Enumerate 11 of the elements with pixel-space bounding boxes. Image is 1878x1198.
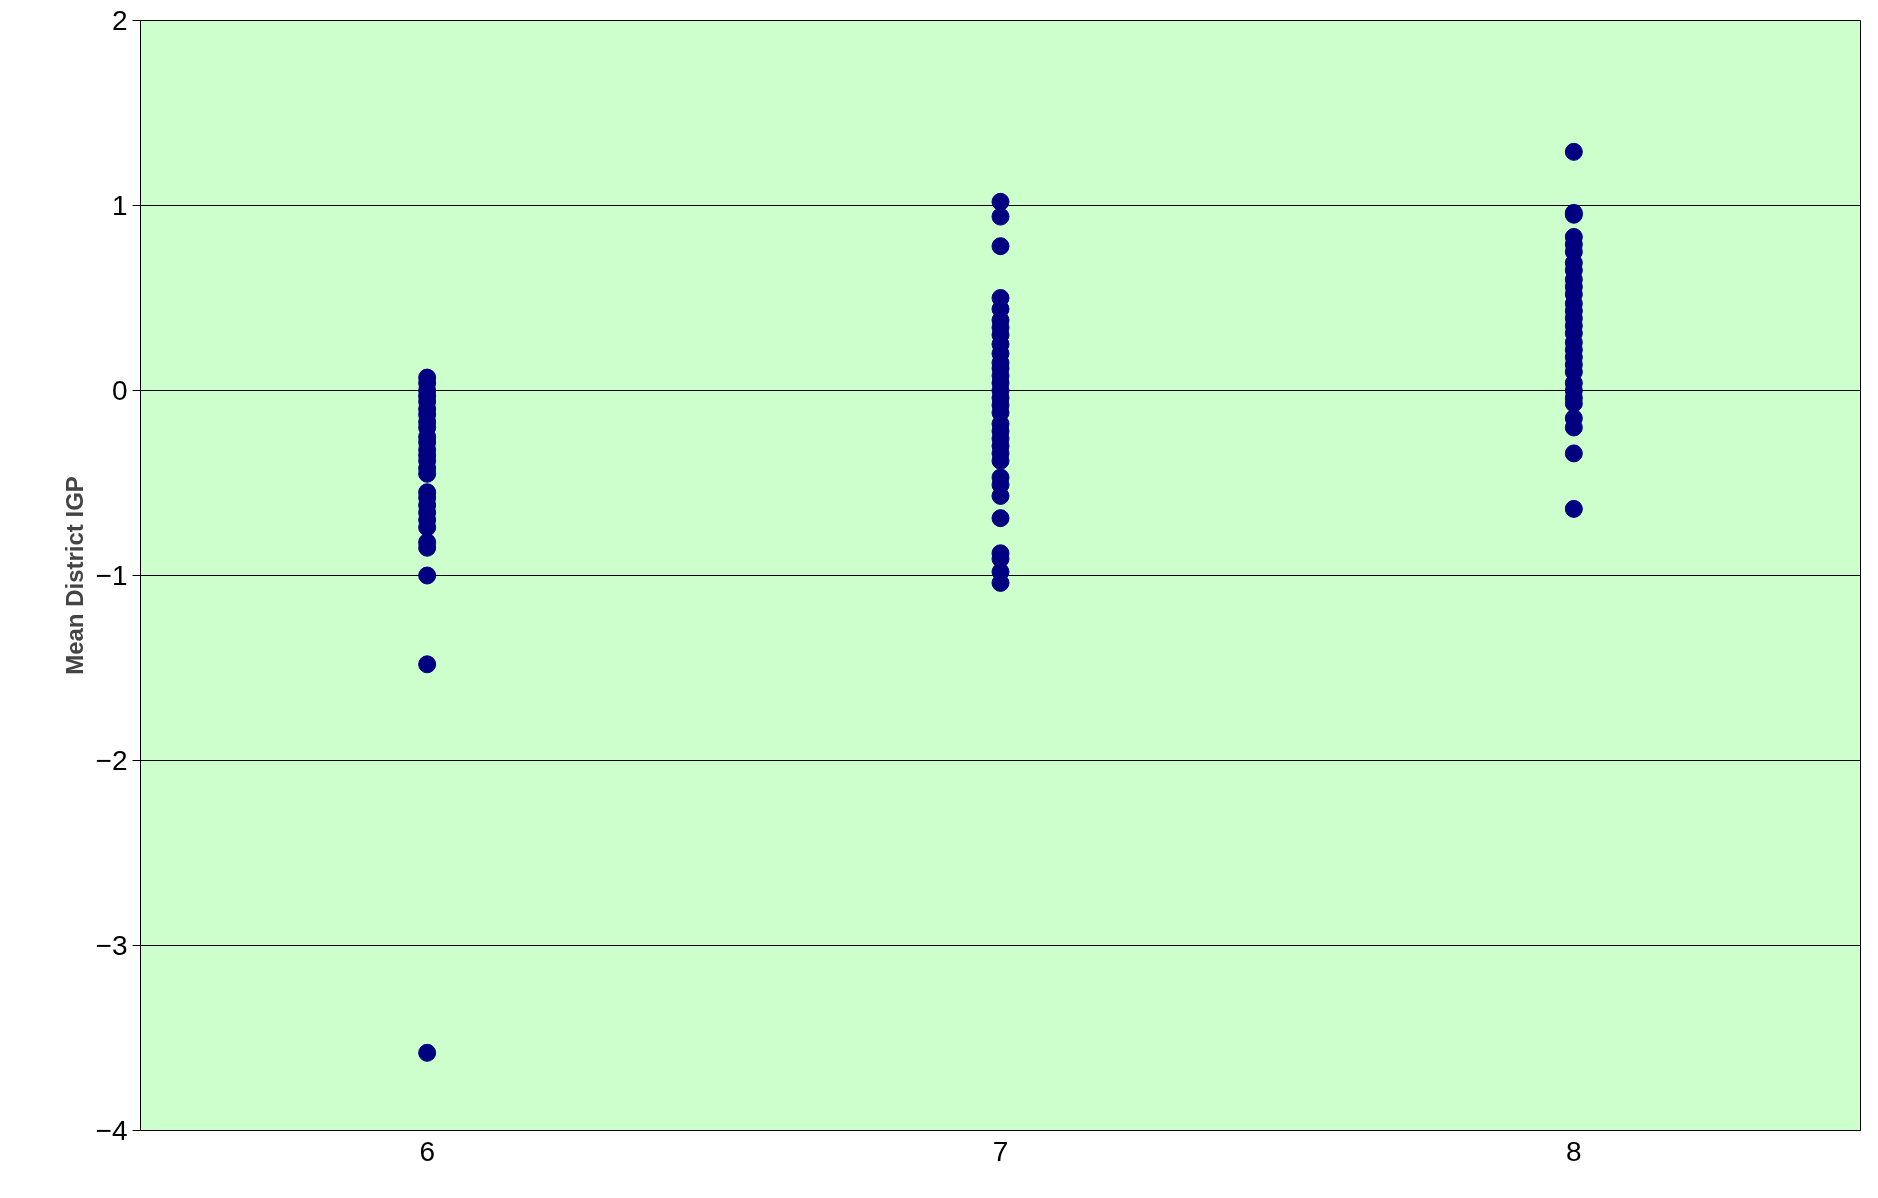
y-axis-title: Mean District IGP [60, 476, 88, 675]
x-tick-label: 8 [1566, 1135, 1582, 1167]
y-tick-label: 1 [111, 190, 128, 221]
y-tick-label: 2 [111, 5, 128, 36]
x-tick-label: 7 [992, 1135, 1009, 1167]
y-tick-label: −4 [95, 1115, 128, 1146]
y-tick-label: −3 [95, 930, 128, 961]
y-tick-label: 0 [111, 375, 128, 406]
y-tick-label: −2 [95, 745, 128, 776]
y-tick-label: −1 [95, 560, 128, 591]
x-tick-label: 6 [419, 1135, 435, 1167]
